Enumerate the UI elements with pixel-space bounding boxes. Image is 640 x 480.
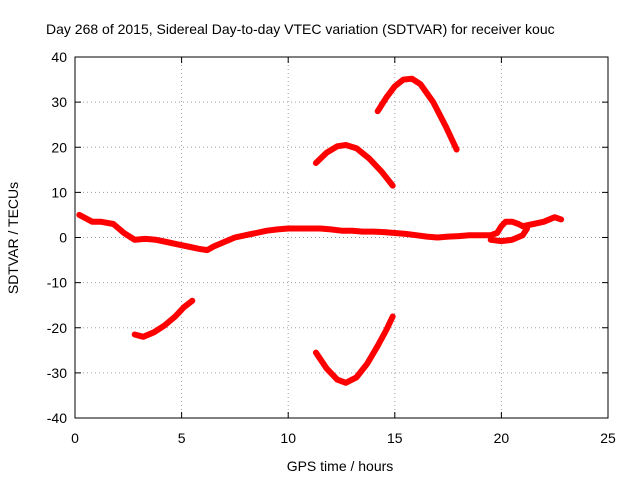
y-tick-label: 40 xyxy=(51,49,67,65)
y-tick-label: -40 xyxy=(47,410,67,426)
y-tick-label: 20 xyxy=(51,139,67,155)
series-high-arc-mid xyxy=(312,142,396,189)
x-tick-label: 0 xyxy=(71,430,79,446)
y-tick-label: 30 xyxy=(51,94,67,110)
series-main-trace xyxy=(76,211,565,254)
y-tick-label: -20 xyxy=(47,320,67,336)
x-tick-label: 10 xyxy=(280,430,296,446)
y-tick-label: 0 xyxy=(59,230,67,246)
x-tick-label: 5 xyxy=(178,430,186,446)
chart-title: Day 268 of 2015, Sidereal Day-to-day VTE… xyxy=(46,21,555,37)
ticks: 0 5 10 15 20 25 -40 -30 -20 -10 0 10 20 30 40 xyxy=(47,49,616,446)
x-tick-label: 25 xyxy=(600,430,616,446)
y-tick-label: 10 xyxy=(51,184,67,200)
series-lower-branch xyxy=(487,225,530,245)
y-tick-label: -10 xyxy=(47,275,67,291)
series-high-arc-late xyxy=(374,75,460,153)
series-low-arc-mid xyxy=(312,313,396,386)
y-axis-label: SDTVAR / TECUs xyxy=(5,182,21,294)
y-tick-label: -30 xyxy=(47,365,67,381)
x-axis-label: GPS time / hours xyxy=(287,458,394,474)
series-low-arc-early xyxy=(131,297,196,340)
x-tick-label: 15 xyxy=(387,430,403,446)
x-tick-label: 20 xyxy=(494,430,510,446)
series-layer xyxy=(76,75,565,386)
